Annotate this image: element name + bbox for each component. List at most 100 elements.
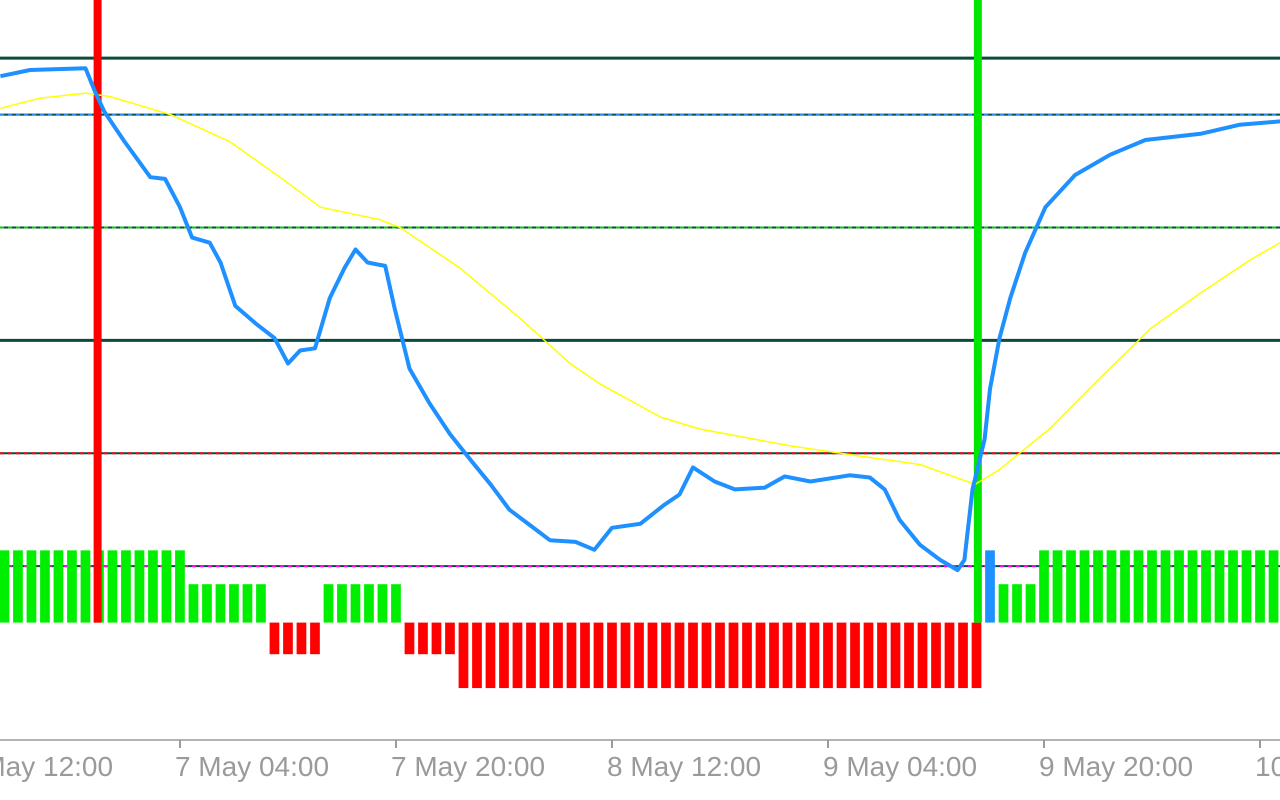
histogram-bar: [445, 622, 455, 655]
histogram-bar: [175, 550, 185, 623]
histogram-bar: [931, 622, 941, 689]
histogram-bar: [971, 622, 982, 689]
histogram-bar: [715, 622, 725, 689]
histogram-bar: [161, 550, 172, 623]
histogram-bar: [188, 584, 199, 623]
histogram-bar: [1228, 550, 1238, 623]
indicator-line: [0, 92, 1280, 486]
histogram-bar: [1120, 550, 1130, 623]
histogram-bar: [1147, 550, 1157, 623]
histogram-bar: [283, 622, 293, 655]
histogram-bar: [377, 584, 388, 623]
x-tick-label: 7 May 20:00: [391, 751, 545, 782]
histogram-bar: [1255, 550, 1265, 623]
x-tick-label: 6 May 12:00: [0, 751, 113, 782]
histogram-bar: [890, 622, 901, 689]
histogram-bar: [0, 550, 10, 623]
histogram-bar: [850, 622, 860, 689]
histogram-bar: [337, 584, 347, 623]
histogram-bar: [404, 622, 415, 655]
histogram-bar: [634, 622, 644, 689]
histogram-bar: [215, 584, 226, 623]
histogram-bar: [1174, 550, 1184, 623]
histogram-bar: [26, 550, 37, 623]
histogram-bar: [1093, 550, 1103, 623]
histogram-bar: [242, 584, 253, 623]
histogram-bar: [647, 622, 658, 689]
histogram-bar: [728, 622, 739, 689]
x-tick-label: 8 May 12:00: [607, 751, 761, 782]
histogram-bar: [418, 622, 428, 655]
histogram-bar: [323, 584, 334, 623]
histogram-bar: [53, 550, 64, 623]
x-tick-label: 10 May 12:00: [1255, 751, 1280, 782]
histogram-bar: [688, 622, 698, 689]
histogram-bar: [593, 622, 604, 689]
histogram-bar: [1012, 584, 1022, 623]
histogram-bar: [539, 622, 550, 689]
histogram-bar: [904, 622, 914, 689]
histogram-bar: [1039, 550, 1049, 623]
indicator-line: [0, 66, 1280, 573]
histogram-bar: [202, 584, 212, 623]
histogram-bar: [80, 550, 91, 623]
histogram-bar: [256, 584, 266, 623]
histogram-bar: [580, 622, 590, 689]
histogram-bar: [1268, 550, 1279, 623]
histogram-bar: [661, 622, 671, 689]
histogram-bar: [350, 584, 361, 623]
x-tick-label: 9 May 04:00: [823, 751, 977, 782]
histogram-bar: [836, 622, 847, 689]
histogram-bar: [985, 550, 995, 623]
histogram-bar: [296, 622, 307, 655]
histogram-bar: [566, 622, 577, 689]
histogram-bar: [877, 622, 887, 689]
x-tick-label: 7 May 04:00: [175, 751, 329, 782]
histogram-bar: [769, 622, 779, 689]
histogram-bar: [917, 622, 928, 689]
histogram-bar: [229, 584, 239, 623]
histogram-bar: [499, 622, 509, 689]
histogram-bar: [1160, 550, 1171, 623]
histogram-bar: [1106, 550, 1117, 623]
histogram-bar: [458, 622, 469, 689]
histogram-bar: [431, 622, 442, 655]
histogram-bar: [148, 550, 158, 623]
histogram-bar: [998, 584, 1009, 623]
histogram-bar: [1025, 584, 1036, 623]
histogram-bar: [67, 550, 77, 623]
histogram-bar: [1201, 550, 1211, 623]
histogram-bar: [958, 622, 968, 689]
histogram-bar: [944, 622, 955, 689]
histogram-bar: [310, 622, 320, 655]
histogram-bar: [1133, 550, 1144, 623]
histogram-bar: [364, 584, 374, 623]
histogram-bar: [553, 622, 563, 689]
histogram-bar: [742, 622, 752, 689]
histogram-bar: [1241, 550, 1252, 623]
histogram-bar: [607, 622, 617, 689]
histogram-bar: [107, 550, 118, 623]
histogram-bar: [1214, 550, 1225, 623]
histogram-bar: [526, 622, 536, 689]
histogram-bar: [1187, 550, 1198, 623]
histogram-bar: [809, 622, 820, 689]
histogram-bar: [1066, 550, 1076, 623]
histogram-bar: [863, 622, 874, 689]
x-tick-label: 9 May 20:00: [1039, 751, 1193, 782]
histogram-bar: [40, 550, 50, 623]
histogram-bar: [472, 622, 482, 689]
histogram-bar: [134, 550, 145, 623]
histogram-bar: [796, 622, 806, 689]
histogram-bar: [620, 622, 631, 689]
histogram-bar: [823, 622, 833, 689]
histogram-bar: [121, 550, 131, 623]
histogram-bar: [674, 622, 685, 689]
histogram-bar: [755, 622, 766, 689]
histogram-bar: [269, 622, 280, 655]
histogram-bar: [485, 622, 496, 689]
histogram-bar: [391, 584, 401, 623]
histogram-bar: [13, 550, 23, 623]
